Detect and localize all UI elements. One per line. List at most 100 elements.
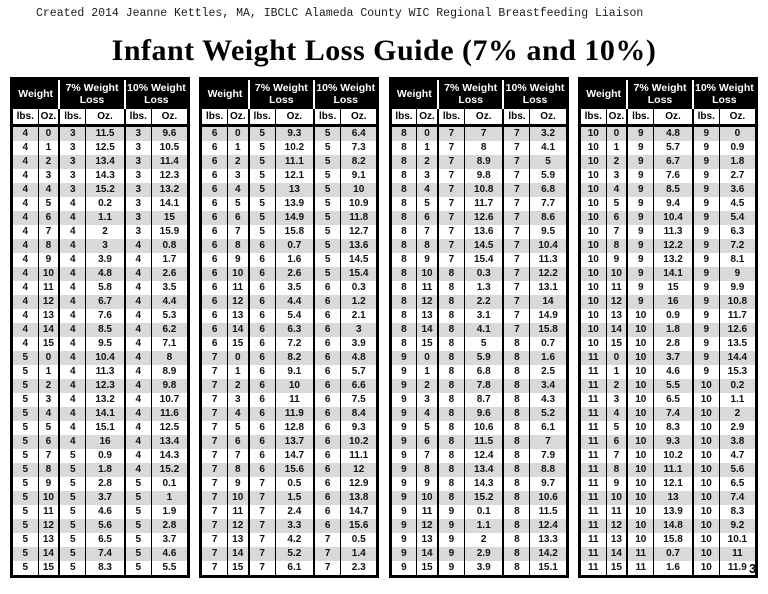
table-cell: 7 <box>247 477 276 491</box>
table-cell: 6 <box>226 435 249 449</box>
table-cell: 9 <box>37 253 60 267</box>
column-header-7pct-loss: 7% Weight Loss <box>58 78 125 109</box>
table-cell: 8.8 <box>529 463 568 477</box>
table-cell: 10 <box>579 197 607 211</box>
table-row: 8 13 8 3.1 7 14.9 <box>390 309 568 323</box>
table-cell: 6 <box>200 309 228 323</box>
table-cell: 6 <box>200 239 228 253</box>
table-cell: 9 <box>691 351 720 365</box>
table-cell: 7 <box>247 547 276 561</box>
table-cell: 15 <box>605 337 628 351</box>
table-cell: 10 <box>37 491 60 505</box>
table-cell: 10.1 <box>718 533 757 547</box>
table-cell: 5 <box>11 449 39 463</box>
table-cell: 5 <box>529 155 568 169</box>
table-cell: 15 <box>416 337 438 351</box>
table-cell: 5 <box>58 519 86 533</box>
table-cell: 12.3 <box>150 169 189 183</box>
table-row: 6 8 6 0.7 5 13.6 <box>200 239 378 253</box>
table-row: 7 9 7 0.5 6 12.9 <box>200 477 378 491</box>
table-cell: 2.6 <box>150 267 189 281</box>
table-cell: 12.2 <box>529 267 568 281</box>
table-cell: 7 <box>436 125 465 141</box>
table-cell: 3.9 <box>340 337 378 351</box>
table-row: 8 3 7 9.8 7 5.9 <box>390 169 568 183</box>
table-cell: 9 <box>390 519 417 533</box>
table-cell: 4.8 <box>85 267 125 281</box>
table-cell: 3 <box>226 169 249 183</box>
table-cell: 0 <box>37 351 60 365</box>
unit-header-lbs: lbs. <box>247 108 276 127</box>
table-cell: 5 <box>123 491 152 505</box>
table-cell: 11 <box>37 281 60 295</box>
table-row: 9 5 8 10.6 8 6.1 <box>390 421 568 435</box>
table-cell: 6 <box>247 337 276 351</box>
table-cell: 10 <box>579 183 607 197</box>
table-cell: 4 <box>37 407 60 421</box>
table-row: 11 10 10 13 10 7.4 <box>579 491 757 505</box>
group-header-row: Weight 7% Weight Loss 10% Weight Loss <box>11 78 189 109</box>
table-row: 9 4 8 9.6 8 5.2 <box>390 407 568 421</box>
table-cell: 8 <box>502 477 530 491</box>
column-header-7pct-loss: 7% Weight Loss <box>436 78 504 109</box>
table-cell: 1 <box>605 141 628 155</box>
table-cell: 8 <box>436 267 465 281</box>
table-cell: 8 <box>416 463 438 477</box>
table-cell: 9 <box>390 533 417 547</box>
table-cell: 5 <box>247 183 276 197</box>
table-cell: 5 <box>11 463 39 477</box>
table-cell: 10 <box>691 393 720 407</box>
table-cell: 12.2 <box>653 239 693 253</box>
unit-header-lbs: lbs. <box>691 108 720 127</box>
table-cell: 7 <box>313 533 341 547</box>
table-cell: 4.6 <box>85 505 125 519</box>
table-cell: 8.7 <box>463 393 504 407</box>
table-cell: 5.7 <box>340 365 378 379</box>
table-cell: 7 <box>200 477 228 491</box>
table-row: 10 10 9 14.1 9 9 <box>579 267 757 281</box>
table-cell: 4.1 <box>463 323 504 337</box>
table-cell: 13.8 <box>340 491 378 505</box>
table-cell: 4 <box>11 267 39 281</box>
table-cell: 10 <box>691 379 720 393</box>
table-cell: 1.6 <box>529 351 568 365</box>
table-cell: 8 <box>436 393 465 407</box>
table-row: 4 12 4 6.7 4 4.4 <box>11 295 189 309</box>
table-cell: 5 <box>226 421 249 435</box>
table-row: 7 0 6 8.2 6 4.8 <box>200 351 378 365</box>
table-cell: 7 <box>502 169 530 183</box>
table-cell: 8 <box>436 463 465 477</box>
table-cell: 10 <box>626 379 654 393</box>
table-cell: 0 <box>226 351 249 365</box>
table-cell: 8 <box>390 323 417 337</box>
table-row: 10 15 10 2.8 9 13.5 <box>579 337 757 351</box>
table-row: 9 1 8 6.8 8 2.5 <box>390 365 568 379</box>
table-cell: 4 <box>11 309 39 323</box>
table-cell: 7 <box>247 533 276 547</box>
table-cell: 14 <box>529 295 568 309</box>
table-cell: 6 <box>200 281 228 295</box>
table-cell: 14 <box>226 323 249 337</box>
table-cell: 9 <box>626 169 654 183</box>
table-row: 9 8 8 13.4 8 8.8 <box>390 463 568 477</box>
table-cell: 9 <box>436 533 465 547</box>
table-cell: 7 <box>313 547 341 561</box>
table-cell: 7 <box>463 125 504 141</box>
table-cell: 10 <box>626 533 654 547</box>
table-cell: 8 <box>390 337 417 351</box>
table-cell: 7 <box>502 211 530 225</box>
table-cell: 5 <box>11 435 39 449</box>
table-cell: 10 <box>691 421 720 435</box>
table-cell: 6 <box>416 435 438 449</box>
unit-header-lbs: lbs. <box>390 108 417 127</box>
table-cell: 12 <box>226 519 249 533</box>
table-row: 10 5 9 9.4 9 4.5 <box>579 197 757 211</box>
table-cell: 5 <box>58 505 86 519</box>
table-cell: 7.7 <box>529 197 568 211</box>
table-cell: 10 <box>691 449 720 463</box>
table-cell: 4.6 <box>653 365 693 379</box>
table-cell: 1 <box>416 141 438 155</box>
table-cell: 4 <box>123 407 152 421</box>
table-cell: 4 <box>416 407 438 421</box>
table-cell: 15.2 <box>150 463 189 477</box>
